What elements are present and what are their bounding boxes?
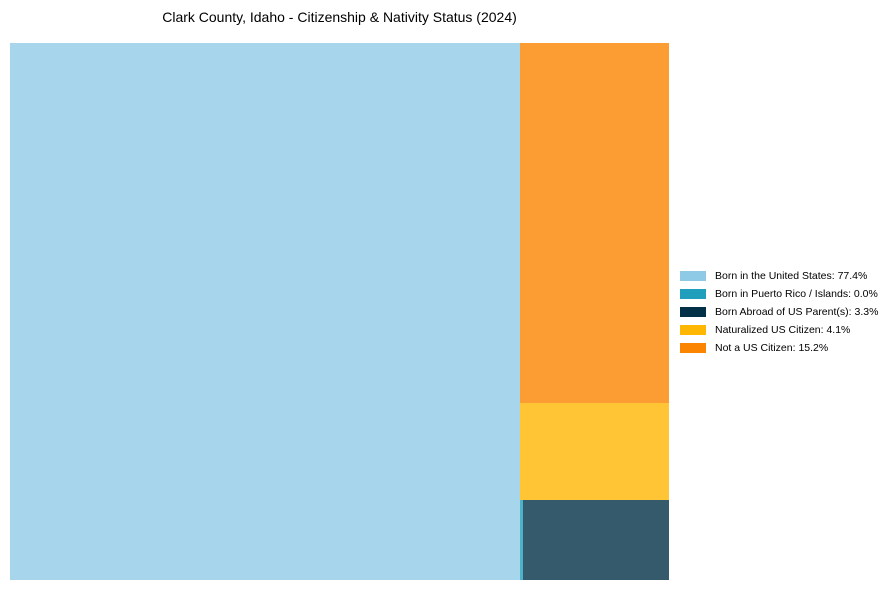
treemap-tile-born-abroad-of-us-parent-s — [523, 500, 669, 580]
legend: Born in the United States: 77.4% Born in… — [680, 267, 878, 357]
treemap-tile-born-in-the-united-states — [10, 43, 520, 580]
legend-item-puerto-rico: Born in Puerto Rico / Islands: 0.0% — [680, 285, 878, 303]
legend-label: Not a US Citizen: 15.2% — [715, 342, 829, 354]
legend-label: Born in the United States: 77.4% — [715, 270, 868, 282]
legend-label: Born Abroad of US Parent(s): 3.3% — [715, 306, 879, 318]
treemap-tile-naturalized-us-citizen — [520, 403, 669, 500]
legend-item-born-us: Born in the United States: 77.4% — [680, 267, 878, 285]
treemap-tile-not-a-us-citizen — [520, 43, 669, 403]
legend-item-naturalized: Naturalized US Citizen: 4.1% — [680, 321, 878, 339]
legend-label: Naturalized US Citizen: 4.1% — [715, 324, 851, 336]
treemap-plot — [10, 43, 669, 580]
legend-swatch — [680, 271, 706, 281]
legend-label: Born in Puerto Rico / Islands: 0.0% — [715, 288, 878, 300]
legend-swatch — [680, 289, 706, 299]
legend-swatch — [680, 343, 706, 353]
legend-swatch — [680, 307, 706, 317]
legend-item-born-abroad: Born Abroad of US Parent(s): 3.3% — [680, 303, 878, 321]
legend-swatch — [680, 325, 706, 335]
legend-item-not-citizen: Not a US Citizen: 15.2% — [680, 339, 878, 357]
treemap-tile-born-in-puerto-rico-islands — [520, 500, 523, 580]
chart-title: Clark County, Idaho - Citizenship & Nati… — [162, 9, 517, 25]
